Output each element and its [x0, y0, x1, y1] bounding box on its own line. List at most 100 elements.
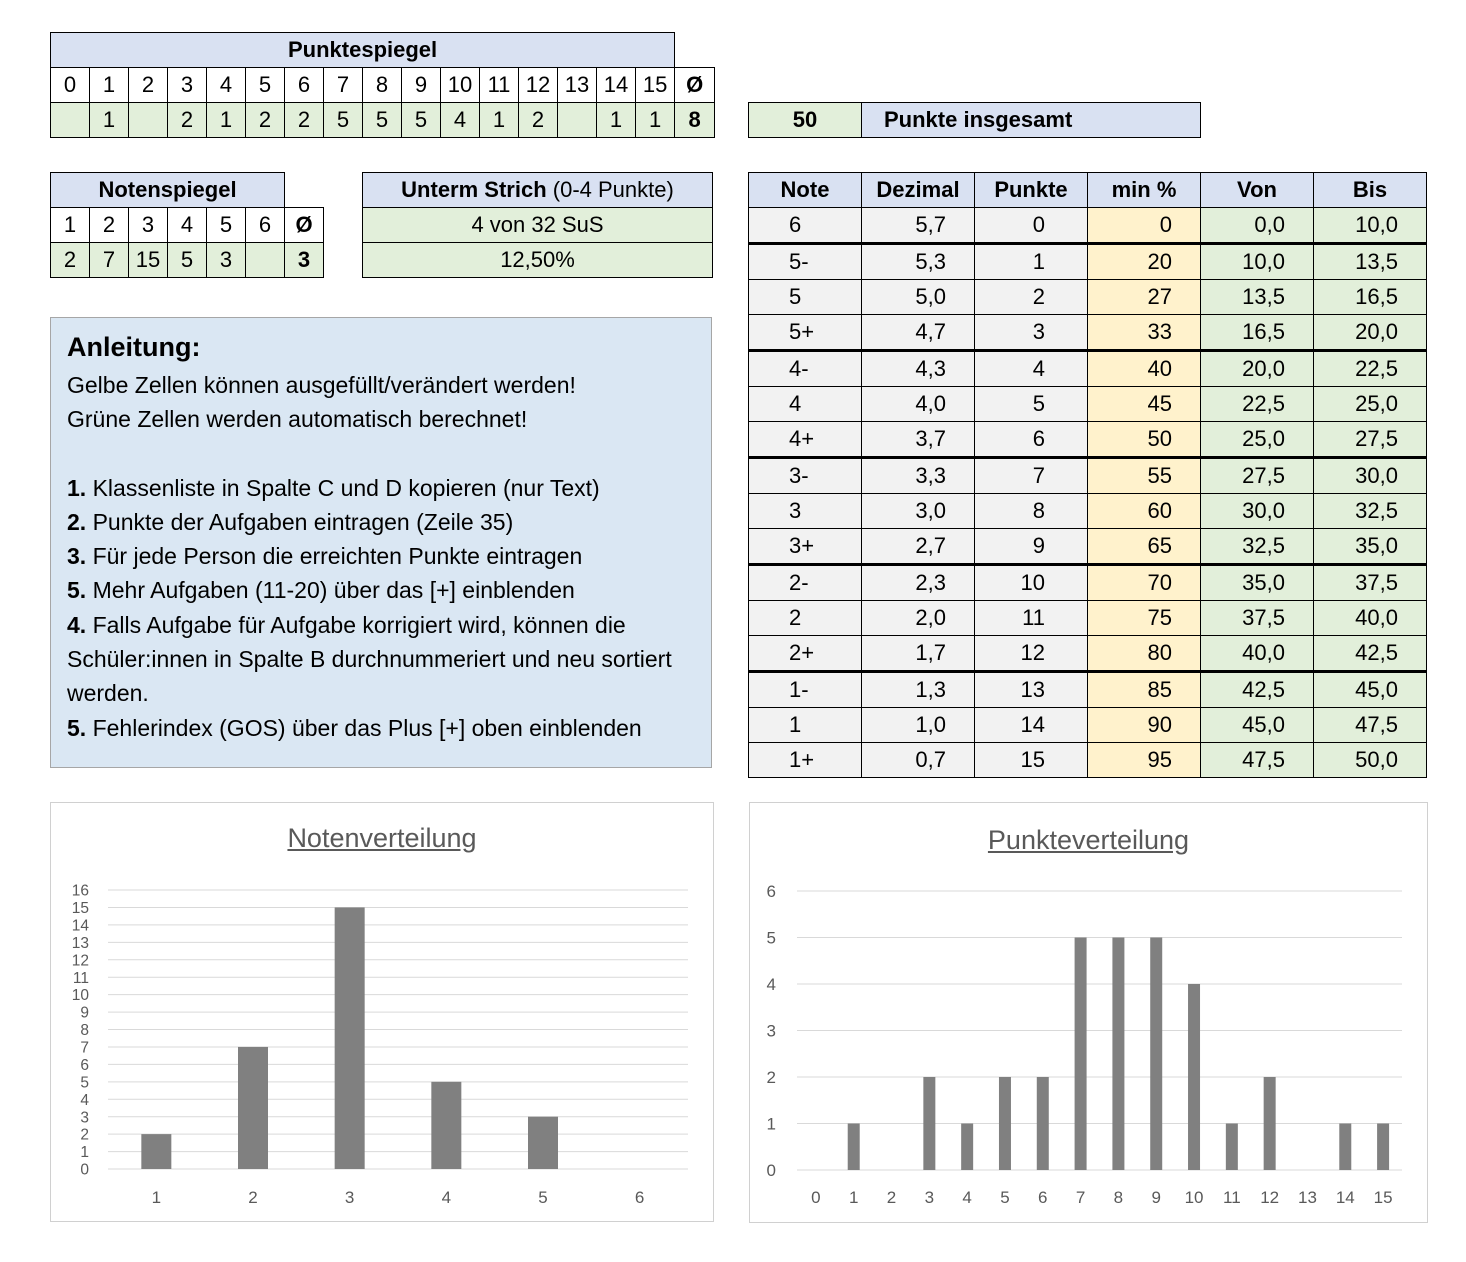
note-cell[interactable]: 2- — [748, 564, 862, 601]
note-cell[interactable]: 2+ — [748, 635, 862, 673]
punktespiegel-avg-header[interactable]: Ø — [674, 67, 716, 103]
punktespiegel-count-cell[interactable] — [557, 102, 597, 138]
bis-cell[interactable]: 13,5 — [1313, 243, 1427, 280]
punktespiegel-points-header[interactable]: 5 — [245, 67, 285, 103]
min-percent-cell[interactable]: 90 — [1087, 707, 1201, 743]
punktespiegel-count-cell[interactable]: 2 — [245, 102, 285, 138]
punkte-cell[interactable]: 9 — [974, 528, 1088, 566]
note-cell[interactable]: 3- — [748, 457, 862, 494]
bis-cell[interactable]: 42,5 — [1313, 635, 1427, 673]
note-cell[interactable]: 4+ — [748, 421, 862, 459]
punktespiegel-points-header[interactable]: 8 — [362, 67, 402, 103]
von-cell[interactable]: 20,0 — [1200, 350, 1314, 387]
punktespiegel-points-header[interactable]: 7 — [323, 67, 363, 103]
bis-cell[interactable]: 40,0 — [1313, 600, 1427, 636]
note-cell[interactable]: 5- — [748, 243, 862, 280]
note-cell[interactable]: 4 — [748, 386, 862, 422]
min-percent-cell[interactable]: 95 — [1087, 742, 1201, 778]
min-percent-cell[interactable]: 0 — [1087, 207, 1201, 245]
punktespiegel-points-header[interactable]: 11 — [479, 67, 519, 103]
dezimal-cell[interactable]: 5,7 — [861, 207, 975, 245]
dezimal-cell[interactable]: 5,0 — [861, 279, 975, 315]
von-cell[interactable]: 37,5 — [1200, 600, 1314, 636]
dezimal-cell[interactable]: 2,0 — [861, 600, 975, 636]
min-percent-cell[interactable]: 65 — [1087, 528, 1201, 566]
dezimal-cell[interactable]: 4,3 — [861, 350, 975, 387]
punktespiegel-points-header[interactable]: 4 — [206, 67, 246, 103]
note-cell[interactable]: 3 — [748, 493, 862, 529]
punktespiegel-avg-value[interactable]: 8 — [674, 102, 716, 138]
bis-cell[interactable]: 45,0 — [1313, 671, 1427, 708]
punkte-cell[interactable]: 1 — [974, 243, 1088, 280]
punktespiegel-count-cell[interactable]: 5 — [323, 102, 363, 138]
punkte-cell[interactable]: 10 — [974, 564, 1088, 601]
punktespiegel-count-cell[interactable] — [50, 102, 90, 138]
punkte-cell[interactable]: 7 — [974, 457, 1088, 494]
bis-cell[interactable]: 50,0 — [1313, 742, 1427, 778]
min-percent-cell[interactable]: 60 — [1087, 493, 1201, 529]
punkte-cell[interactable]: 14 — [974, 707, 1088, 743]
punkte-cell[interactable]: 11 — [974, 600, 1088, 636]
punkte-cell[interactable]: 0 — [974, 207, 1088, 245]
bis-cell[interactable]: 27,5 — [1313, 421, 1427, 459]
grade-table-col-header[interactable]: Punkte — [974, 172, 1088, 208]
bis-cell[interactable]: 37,5 — [1313, 564, 1427, 601]
punktespiegel-title[interactable]: Punktespiegel — [49, 32, 676, 68]
punktespiegel-points-header[interactable]: 14 — [596, 67, 636, 103]
note-cell[interactable]: 1 — [748, 707, 862, 743]
notenspiegel-grade-header[interactable]: 6 — [244, 207, 286, 243]
dezimal-cell[interactable]: 3,0 — [861, 493, 975, 529]
bis-cell[interactable]: 30,0 — [1313, 457, 1427, 494]
punkte-cell[interactable]: 13 — [974, 671, 1088, 708]
punktespiegel-count-cell[interactable]: 1 — [596, 102, 636, 138]
min-percent-cell[interactable]: 45 — [1087, 386, 1201, 422]
von-cell[interactable]: 0,0 — [1200, 207, 1314, 245]
punkte-cell[interactable]: 8 — [974, 493, 1088, 529]
min-percent-cell[interactable]: 27 — [1087, 279, 1201, 315]
grade-table-col-header[interactable]: Note — [748, 172, 862, 208]
punktespiegel-points-header[interactable]: 13 — [557, 67, 597, 103]
grade-table-col-header[interactable]: min % — [1087, 172, 1201, 208]
von-cell[interactable]: 10,0 — [1200, 243, 1314, 280]
min-percent-cell[interactable]: 85 — [1087, 671, 1201, 708]
notenspiegel-avg-header[interactable]: Ø — [284, 207, 325, 243]
dezimal-cell[interactable]: 4,0 — [861, 386, 975, 422]
bis-cell[interactable]: 20,0 — [1313, 314, 1427, 352]
von-cell[interactable]: 35,0 — [1200, 564, 1314, 601]
punktespiegel-points-header[interactable]: 0 — [50, 67, 90, 103]
punkte-cell[interactable]: 6 — [974, 421, 1088, 459]
note-cell[interactable]: 2 — [748, 600, 862, 636]
von-cell[interactable]: 42,5 — [1200, 671, 1314, 708]
punktespiegel-count-cell[interactable]: 2 — [518, 102, 558, 138]
von-cell[interactable]: 40,0 — [1200, 635, 1314, 673]
punktespiegel-count-cell[interactable]: 1 — [479, 102, 519, 138]
punktespiegel-points-header[interactable]: 3 — [167, 67, 207, 103]
unterm-strich-percent[interactable]: 12,50% — [362, 242, 713, 278]
bis-cell[interactable]: 16,5 — [1313, 279, 1427, 315]
note-cell[interactable]: 3+ — [748, 528, 862, 566]
punkte-cell[interactable]: 2 — [974, 279, 1088, 315]
punktespiegel-points-header[interactable]: 2 — [128, 67, 168, 103]
von-cell[interactable]: 32,5 — [1200, 528, 1314, 566]
punktespiegel-count-cell[interactable]: 5 — [362, 102, 402, 138]
punktespiegel-count-cell[interactable]: 1 — [206, 102, 246, 138]
grade-table-col-header[interactable]: Von — [1200, 172, 1314, 208]
notenspiegel-grade-header[interactable]: 1 — [50, 207, 90, 243]
von-cell[interactable]: 25,0 — [1200, 421, 1314, 459]
notenspiegel-grade-header[interactable]: 5 — [206, 207, 246, 243]
dezimal-cell[interactable]: 4,7 — [861, 314, 975, 352]
notenspiegel-count-cell[interactable]: 2 — [50, 242, 90, 278]
min-percent-cell[interactable]: 55 — [1087, 457, 1201, 494]
note-cell[interactable]: 4- — [748, 350, 862, 387]
notenspiegel-avg-value[interactable]: 3 — [284, 242, 325, 278]
bis-cell[interactable]: 22,5 — [1313, 350, 1427, 387]
punktespiegel-count-cell[interactable]: 4 — [440, 102, 480, 138]
total-points-value[interactable]: 50 — [748, 102, 862, 138]
dezimal-cell[interactable]: 1,7 — [861, 635, 975, 673]
dezimal-cell[interactable]: 3,7 — [861, 421, 975, 459]
grade-table-col-header[interactable]: Dezimal — [861, 172, 975, 208]
punktespiegel-count-cell[interactable]: 5 — [401, 102, 441, 138]
min-percent-cell[interactable]: 70 — [1087, 564, 1201, 601]
unterm-strich-title[interactable]: Unterm Strich (0-4 Punkte) — [362, 172, 713, 208]
notenspiegel-count-cell[interactable]: 15 — [128, 242, 168, 278]
